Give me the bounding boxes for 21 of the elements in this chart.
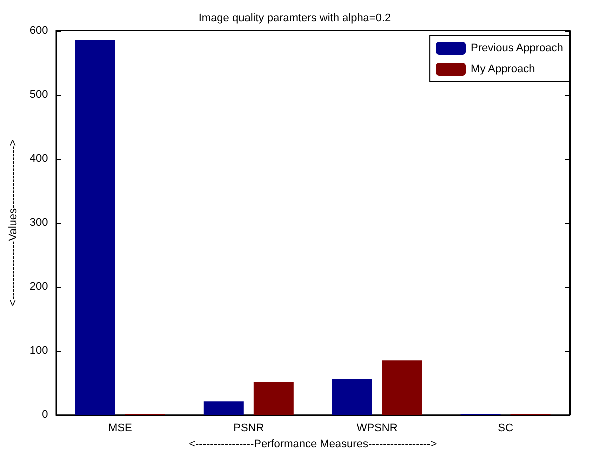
bar [382,360,422,416]
y-tick-label: 0 [42,409,48,422]
bar [204,402,244,416]
x-axis-title: <----------------Performance Measures-----------------> [189,438,438,450]
bar [332,379,372,416]
y-tick-label: 100 [30,345,48,358]
y-axis-title: <----------------Values-----------------> [8,140,20,306]
y-tick-label: 200 [30,281,48,294]
y-tick-label: 500 [30,89,48,102]
x-tick-label: WPSNR [356,422,398,435]
y-tick-label: 600 [30,25,48,37]
x-tick-label: SC [498,422,514,435]
bar [254,382,294,416]
x-tick-label: MSE [108,422,132,435]
legend-label: My Approach [471,64,536,76]
bar [75,40,116,416]
legend-label: Previous Approach [471,42,564,54]
y-tick-label: 300 [30,217,48,230]
y-tick-label: 400 [30,153,48,166]
chart-title: Image quality paramters with alpha=0.2 [198,12,392,24]
x-tick-label: PSNR [234,422,264,435]
